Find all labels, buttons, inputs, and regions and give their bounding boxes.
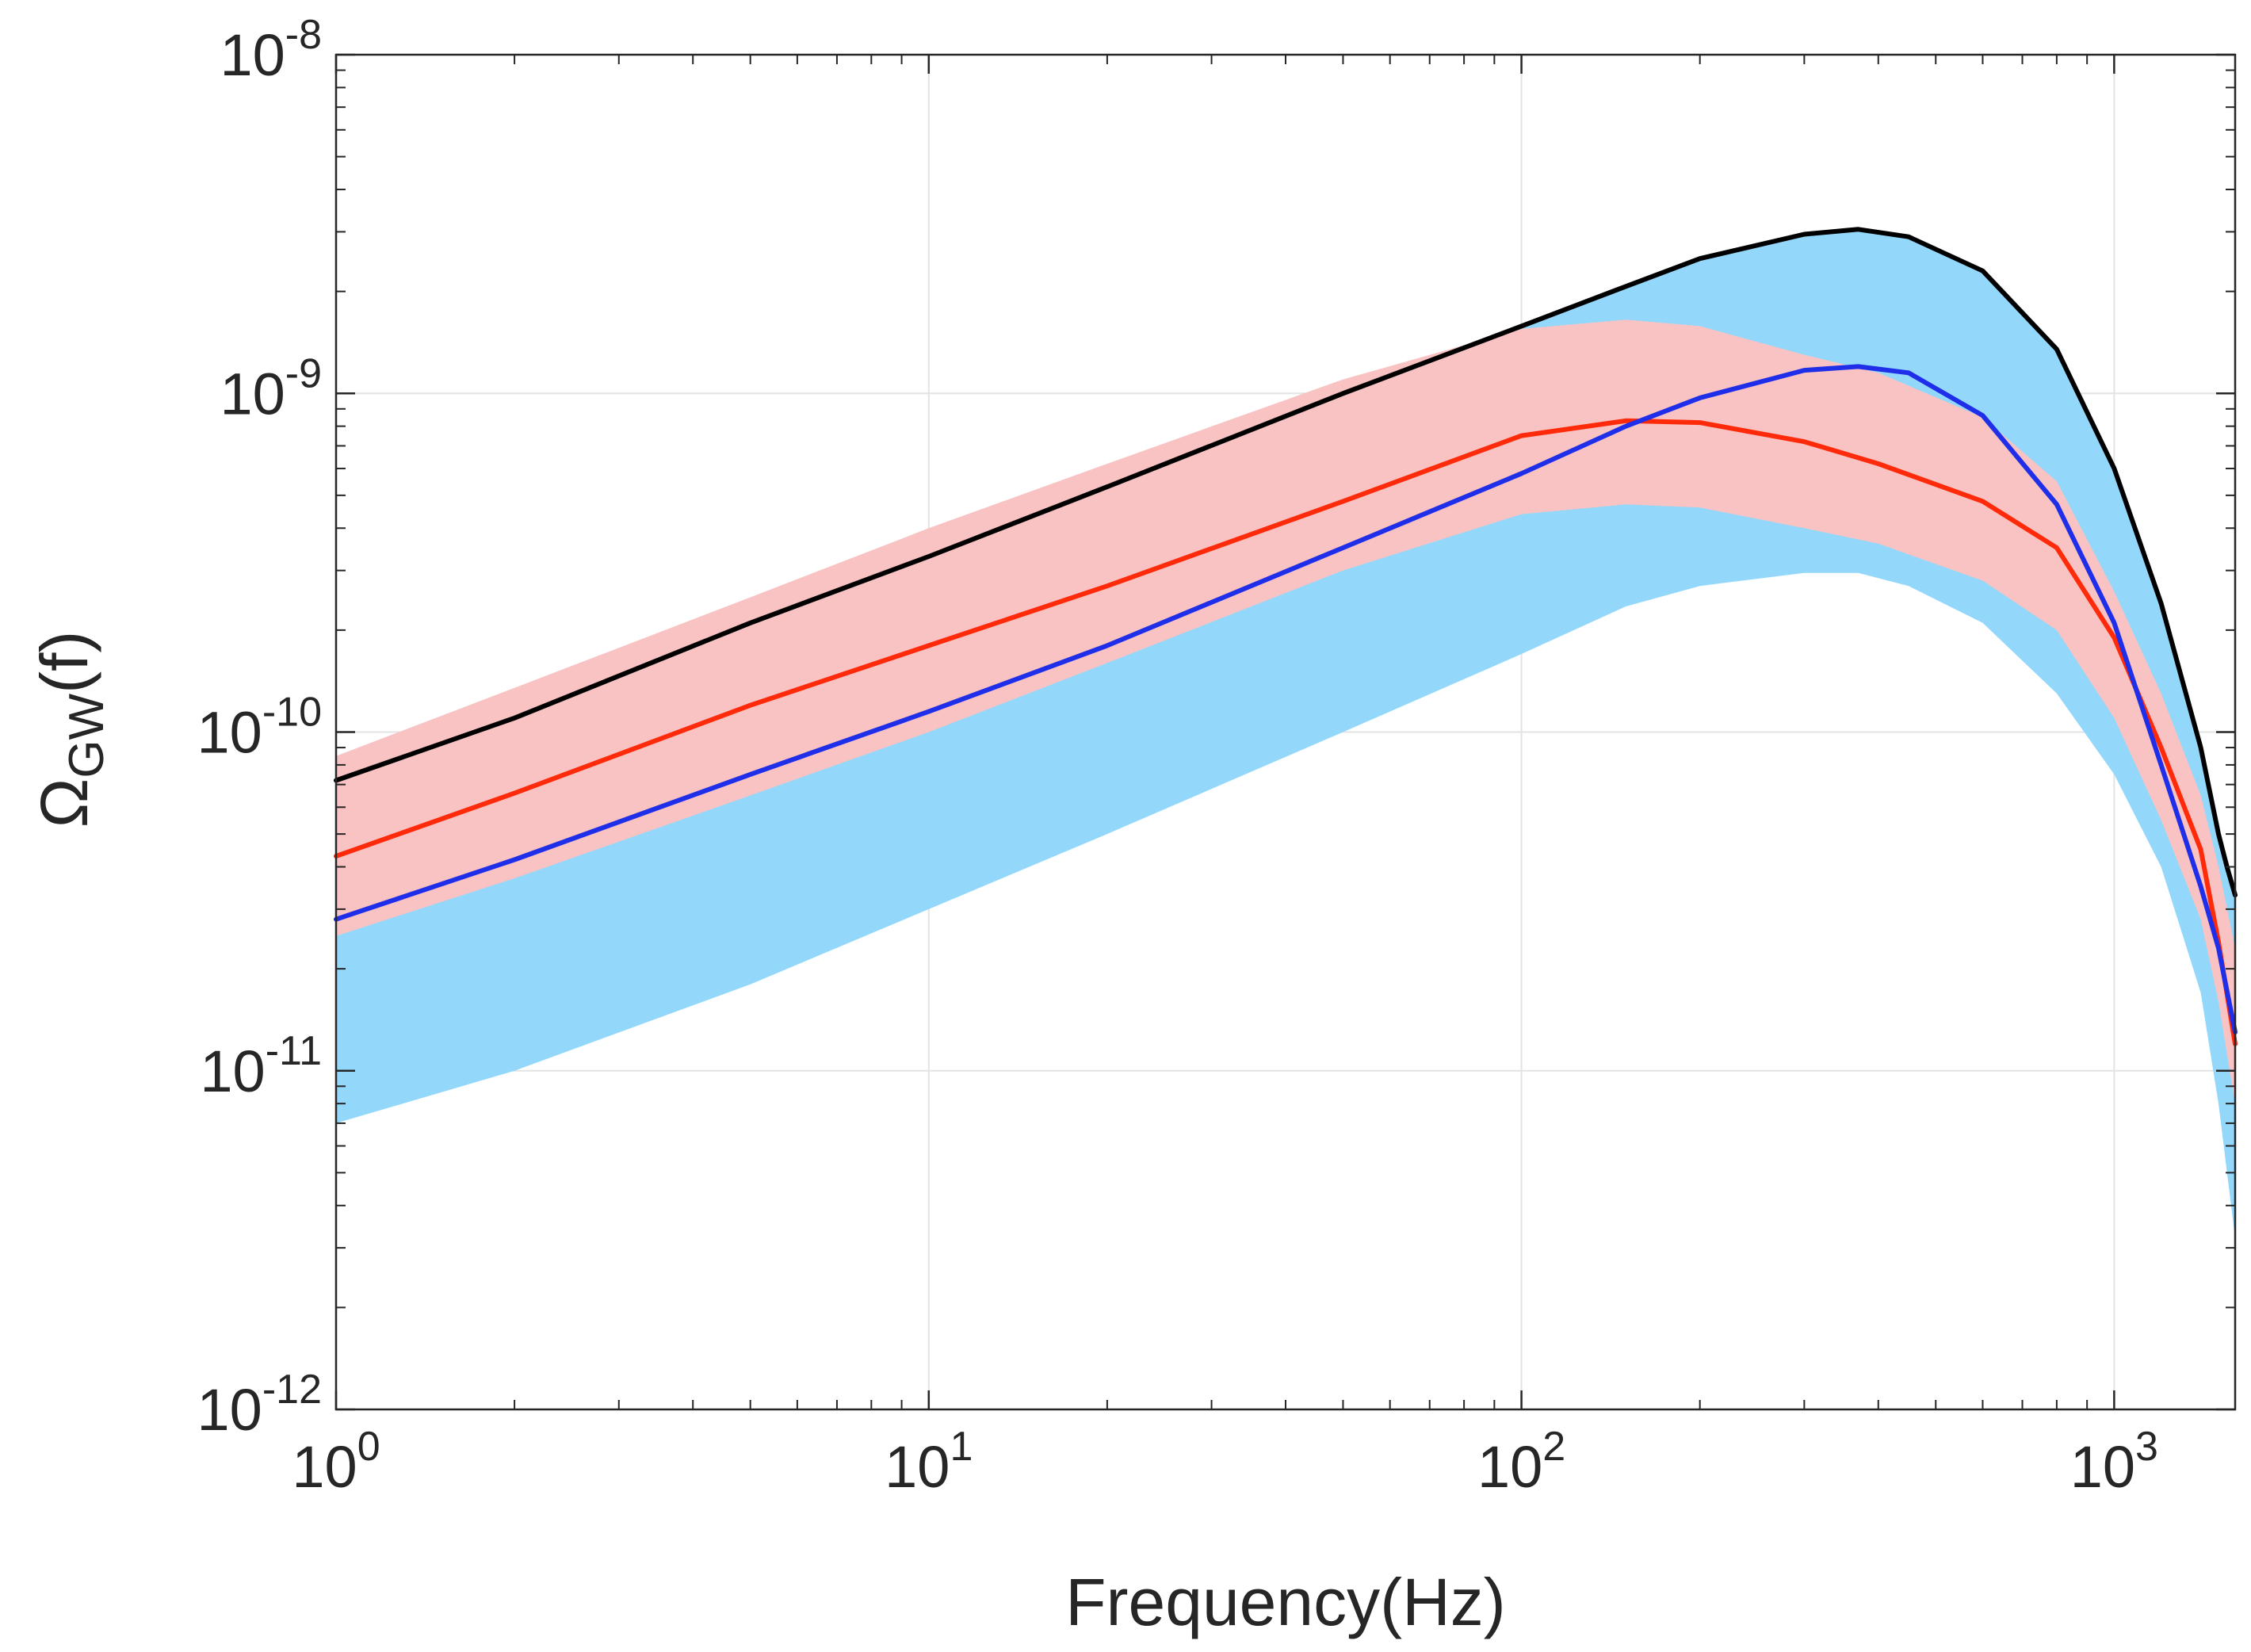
x-tick-base: 10 (292, 1434, 357, 1500)
y-axis-title-symbol: Ω (27, 778, 101, 828)
y-tick-label: 10-8 (220, 12, 322, 88)
y-tick-base: 10 (220, 22, 285, 88)
x-tick-label: 101 (885, 1424, 973, 1500)
y-tick-label: 10-9 (220, 350, 322, 426)
black-line (334, 227, 2238, 898)
y-tick-base: 10 (220, 361, 285, 426)
y-tick-exponent: -11 (266, 1028, 322, 1074)
y-tick-exponent: -9 (285, 350, 322, 396)
y-tick-base: 10 (197, 1377, 262, 1443)
y-tick-label: 10-11 (200, 1028, 322, 1104)
x-tick-labels: 100 101 102 103 (292, 1424, 2158, 1500)
y-tick-base: 10 (200, 1038, 265, 1104)
y-tick-label: 10-10 (197, 690, 322, 766)
x-axis-title: Frequency(Hz) (1065, 1565, 1505, 1639)
x-tick-label: 100 (292, 1424, 380, 1500)
x-tick-exponent: 3 (2135, 1424, 2158, 1470)
confidence-bands (336, 229, 2235, 1239)
x-tick-exponent: 0 (357, 1424, 380, 1470)
x-tick-exponent: 2 (1542, 1424, 1565, 1470)
x-tick-base: 10 (2070, 1434, 2135, 1500)
x-tick-base: 10 (885, 1434, 950, 1500)
y-tick-exponent: -8 (285, 12, 322, 58)
blue-line (334, 364, 2238, 1035)
axis-ticks (334, 53, 2235, 1411)
red-band (336, 319, 2235, 1104)
x-tick-base: 10 (1477, 1434, 1542, 1500)
y-tick-base: 10 (197, 700, 262, 766)
y-axis-title: ΩGW(f) (27, 631, 114, 828)
x-tick-exponent: 1 (950, 1424, 973, 1470)
y-tick-exponent: -10 (262, 690, 322, 736)
red-line (334, 418, 2238, 1046)
y-tick-exponent: -12 (262, 1367, 322, 1413)
y-tick-label: 10-12 (197, 1367, 322, 1443)
x-tick-label: 103 (2070, 1424, 2158, 1500)
y-axis-title-suffix: (f) (27, 631, 101, 694)
series-lines (334, 227, 2238, 1046)
x-tick-label: 102 (1477, 1424, 1565, 1500)
y-axis-title-subscript: GW (59, 693, 114, 778)
svg-text:ΩGW(f): ΩGW(f) (27, 631, 114, 828)
